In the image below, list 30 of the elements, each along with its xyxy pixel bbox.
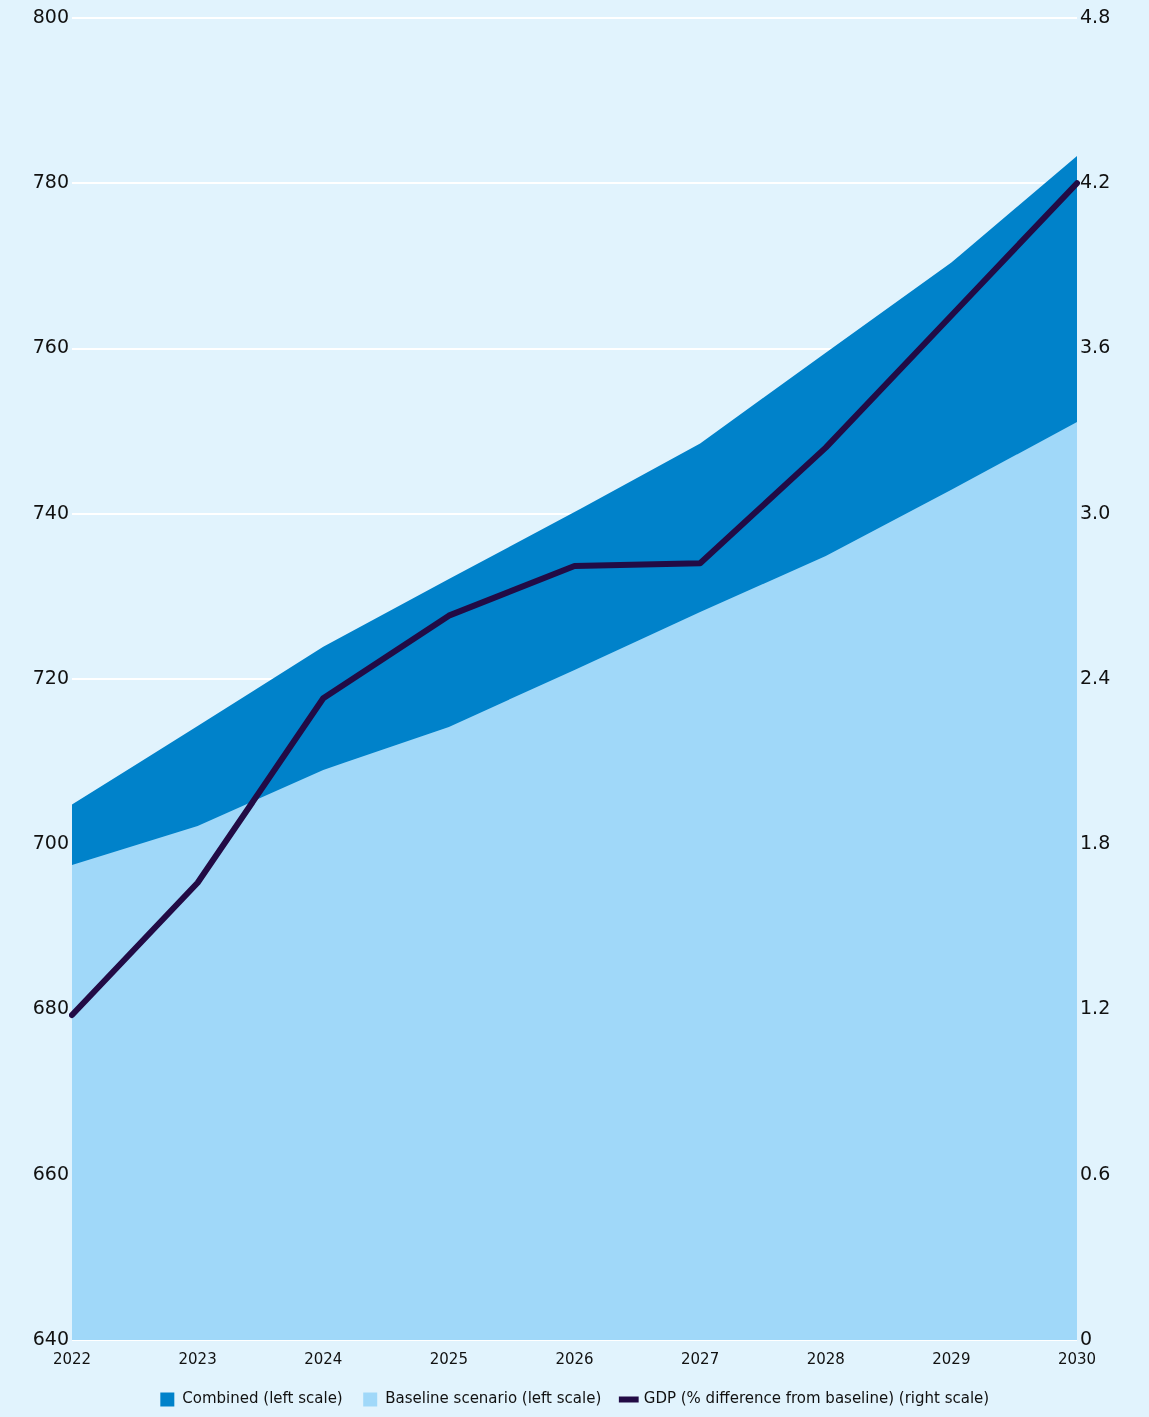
y-tick-label: 640 [32, 1326, 69, 1349]
legend-label: GDP (% difference from baseline) (right scale) [643, 1389, 990, 1408]
y2-tick-label: 2.4 [1080, 665, 1111, 688]
y-tick-label: 740 [32, 500, 69, 523]
y2-tick-label: 4.2 [1080, 170, 1111, 193]
legend-label: Combined (left scale) [182, 1389, 343, 1408]
x-tick-label: 2026 [555, 1349, 594, 1368]
x-tick-label: 2030 [1057, 1349, 1097, 1368]
y2-tick-label: 0.6 [1080, 1161, 1111, 1184]
y2-tick-label: 3.6 [1080, 335, 1111, 358]
y2-tick-label: 0 [1080, 1326, 1093, 1349]
x-tick-label: 2024 [304, 1349, 343, 1368]
y-tick-label: 800 [32, 4, 69, 27]
y2-tick-label: 1.2 [1080, 996, 1111, 1019]
y2-tick-label: 3.0 [1080, 500, 1111, 523]
x-tick-label: 2029 [932, 1349, 971, 1368]
y-tick-label: 660 [32, 1161, 69, 1184]
y-tick-label: 760 [32, 335, 69, 358]
x-tick-label: 2022 [52, 1349, 92, 1368]
x-tick-label: 2023 [178, 1349, 217, 1368]
y-tick-label: 720 [32, 665, 69, 688]
y2-tick-label: 1.8 [1080, 831, 1111, 854]
x-tick-label: 2028 [806, 1349, 845, 1368]
y-tick-label: 680 [32, 996, 69, 1019]
y-tick-label: 700 [32, 831, 69, 854]
legend-label: Baseline scenario (left scale) [385, 1389, 602, 1408]
x-tick-label: 2027 [681, 1349, 720, 1368]
y2-tick-label: 4.8 [1080, 4, 1111, 27]
y-tick-label: 780 [32, 170, 69, 193]
x-tick-label: 2025 [429, 1349, 468, 1368]
